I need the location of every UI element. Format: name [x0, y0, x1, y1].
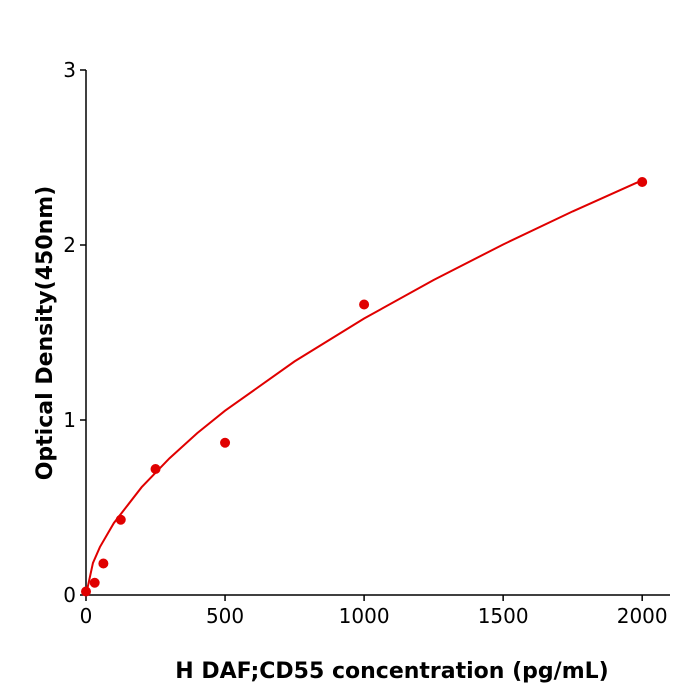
x-tick-label: 0 — [80, 604, 93, 628]
y-tick-label: 0 — [63, 583, 76, 607]
y-axis-label: Optical Density(450nm) — [33, 186, 58, 481]
fit-curve — [85, 179, 643, 596]
data-point — [81, 586, 91, 597]
data-point — [89, 577, 100, 588]
data-point — [637, 177, 648, 187]
x-axis-label: H DAF;CD55 concentration (pg/mL) — [175, 659, 608, 684]
data-point — [359, 299, 370, 310]
x-tick-label: 2000 — [617, 604, 668, 628]
y-tick-label: 3 — [63, 58, 76, 82]
y-tick-label: 2 — [63, 233, 76, 257]
y-tick-label: 1 — [63, 408, 76, 432]
x-tick-label: 1000 — [339, 604, 390, 628]
data-point — [220, 437, 231, 448]
x-tick-label: 500 — [206, 604, 244, 628]
data-point — [150, 464, 161, 474]
data-point — [115, 514, 126, 525]
data-point — [98, 558, 109, 569]
x-tick-label: 1500 — [478, 604, 529, 628]
